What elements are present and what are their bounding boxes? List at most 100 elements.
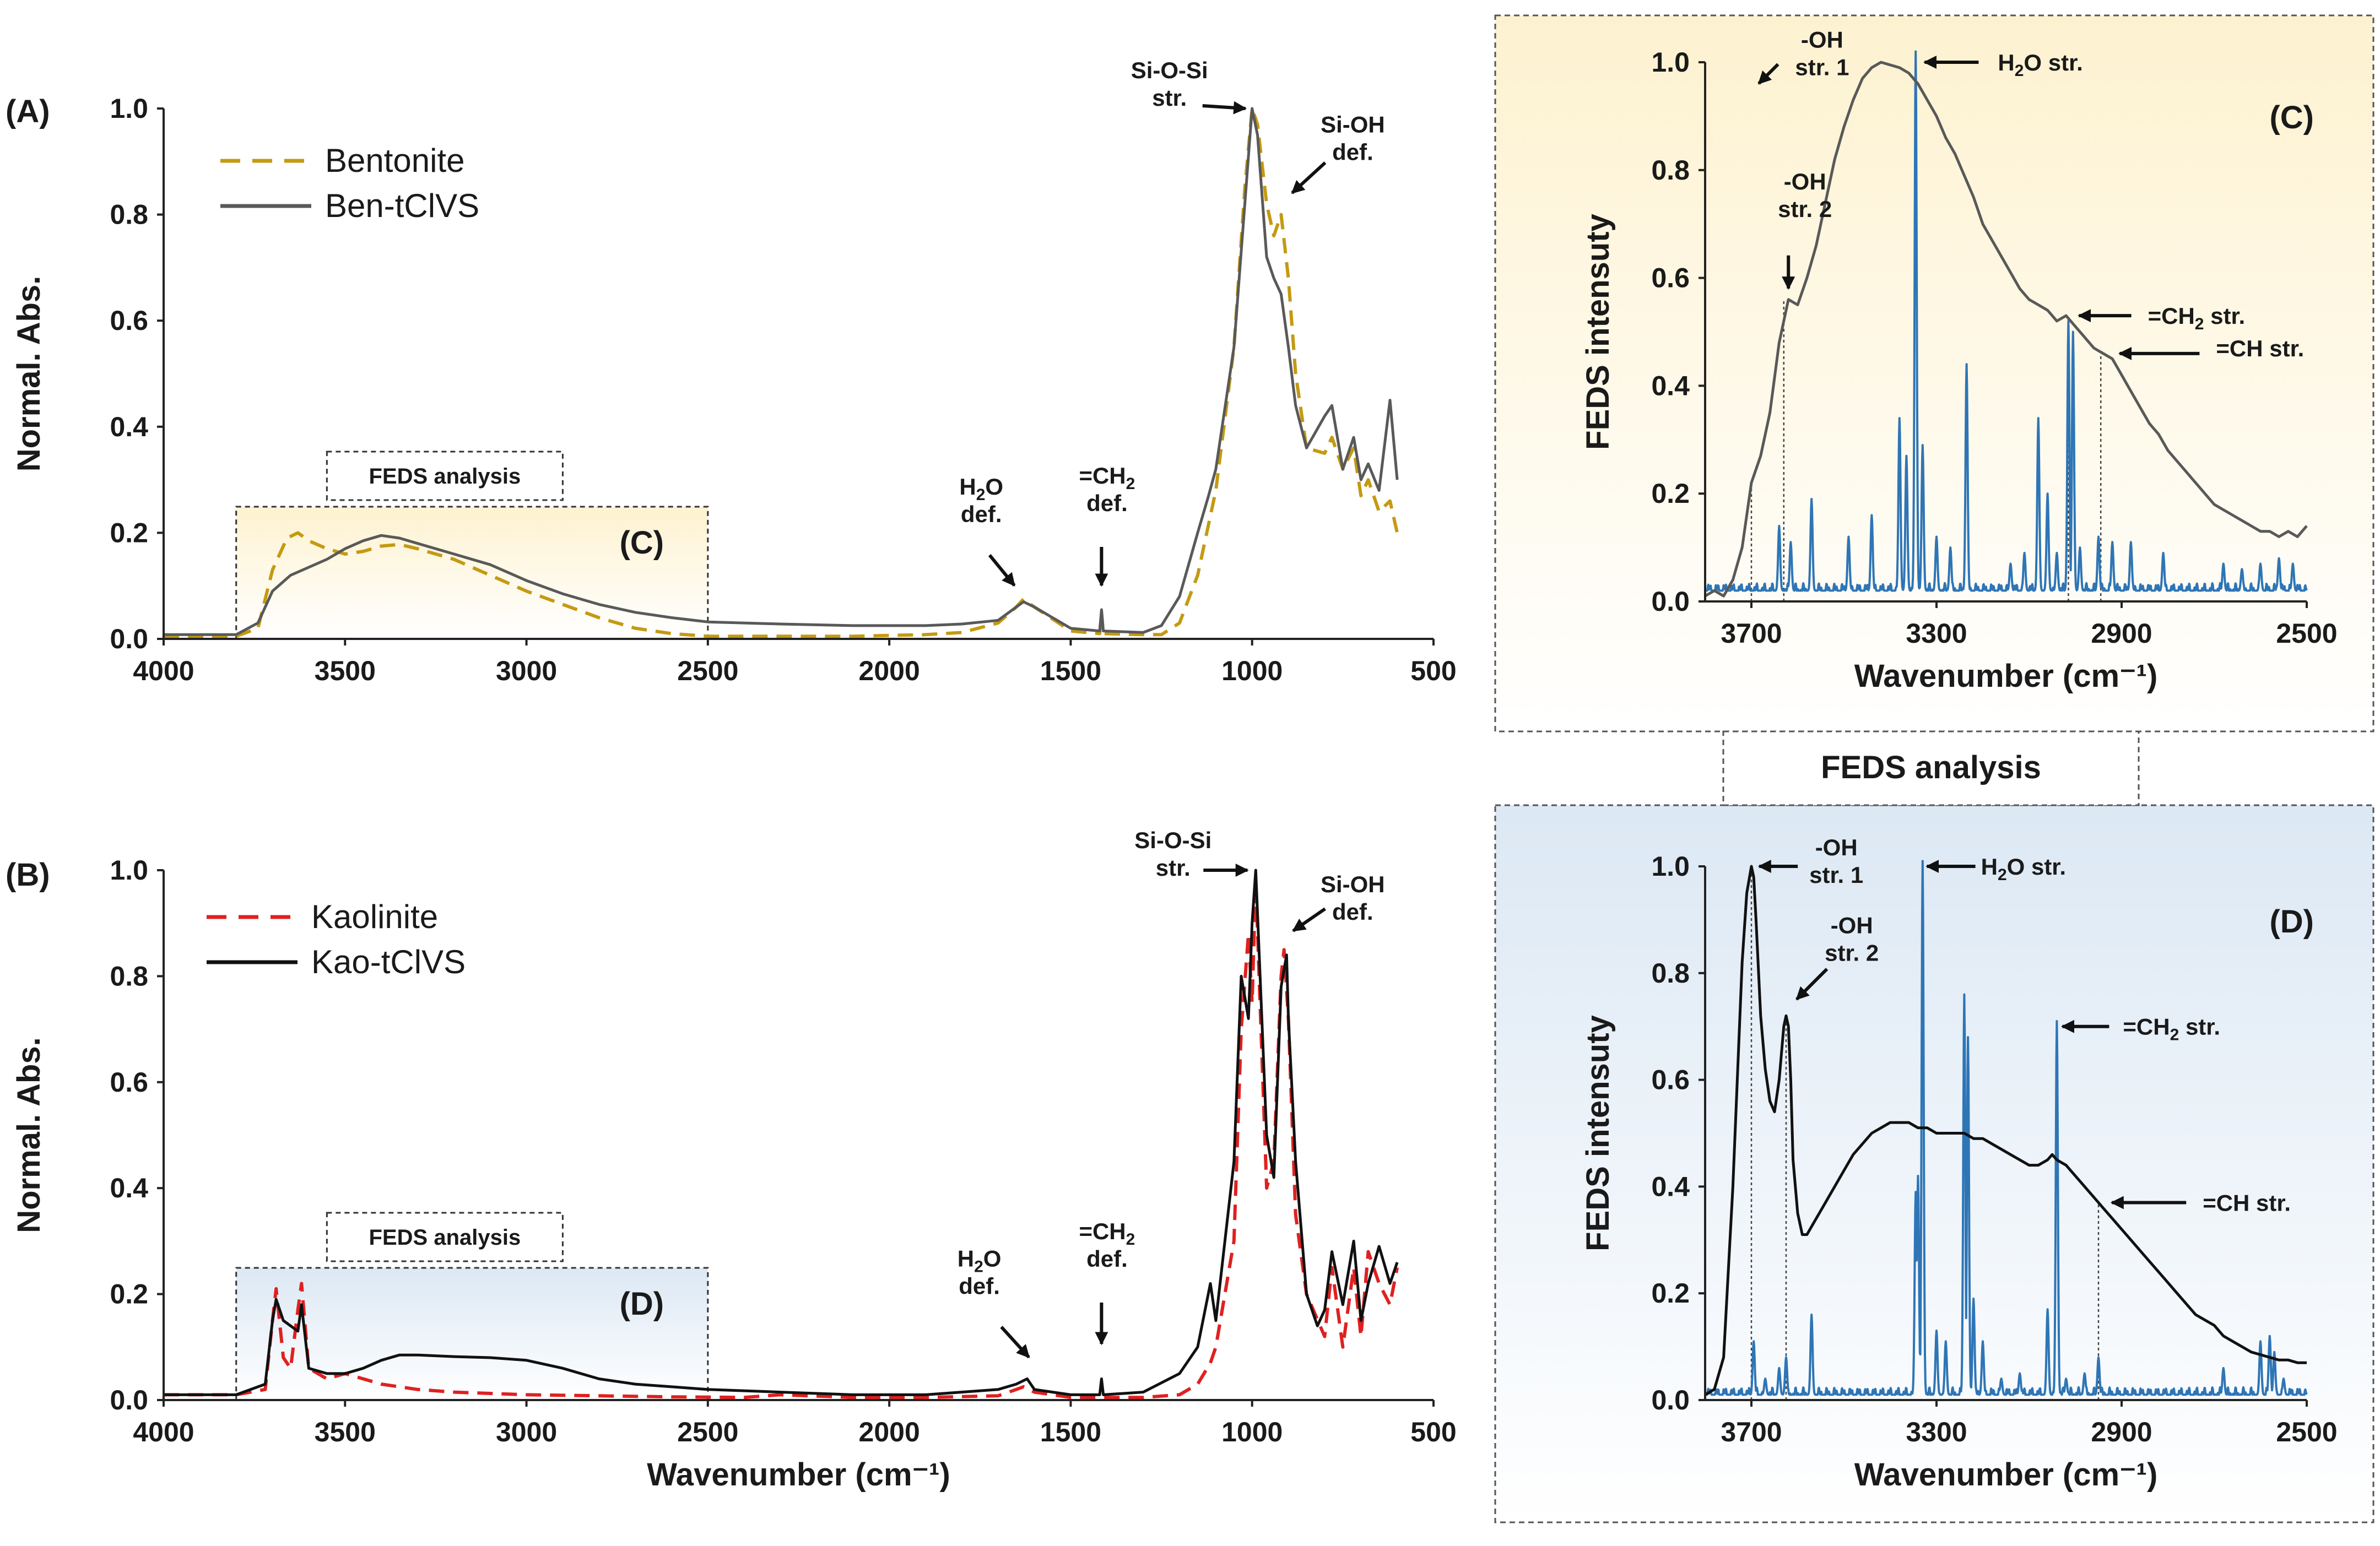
text-run: str. [1152, 85, 1187, 111]
x-tick-label: 2000 [859, 1417, 920, 1447]
panel-label-c: (C) [2269, 100, 2314, 135]
annotation-label: H2O str. [1981, 854, 2066, 884]
legend-b: Kaolinite Kao-tClVS [207, 898, 466, 980]
y-tick-label: 0.4 [110, 1173, 148, 1203]
text-run: str. 2 [1825, 940, 1879, 965]
inset-label-b: (D) [620, 1286, 664, 1322]
subscript: 2 [1998, 866, 2007, 884]
x-tick-label: 2500 [677, 655, 738, 686]
annotation-label: str. [1156, 855, 1191, 881]
annotation-label: str. 1 [1809, 862, 1863, 888]
x-tick-label: 3000 [496, 655, 557, 686]
charts-layer: 4000 3500 3000 2500 2000 1500 1000 5000.00.20.4… [6, 27, 2338, 1493]
y-tick-label: 1.0 [110, 855, 148, 886]
y-axis-title: FEDS intensuty [1580, 214, 1616, 450]
y-tick-label: 0.6 [1651, 263, 1690, 294]
legend-label: Ben-tClVS [325, 187, 479, 224]
subscript: 2 [2195, 315, 2204, 333]
annotation-label: =CH2 [1079, 463, 1135, 493]
text-run: str. [2042, 50, 2083, 75]
y-tick-label: 0.0 [110, 1385, 148, 1415]
x-tick-label: 3300 [1906, 1417, 1967, 1447]
y-tick-label: 1.0 [110, 93, 148, 124]
text-run: H [958, 1245, 974, 1271]
text-run: =CH str. [2216, 335, 2304, 361]
text-run: Si-OH [1321, 111, 1385, 137]
annotation-label: def. [1086, 490, 1128, 516]
annotation-arrow [1291, 161, 1327, 194]
axes-b: 4000 3500 3000 2500 2000 1500 1000 500 0.0 0.2 0.4… [6, 855, 1457, 1493]
annotation-label: def. [1332, 139, 1373, 165]
y-tick-label: 0.0 [1651, 586, 1690, 617]
inset-label-a: (C) [620, 525, 664, 561]
text-run: str. [1156, 855, 1191, 881]
axes-d: 3700 3300 2900 2500 0.0 0.2 0.4 0.6 0.8 1.0 FEDS i… [1580, 851, 2338, 1493]
annotation-label: =CH str. [2216, 335, 2304, 361]
annotation-arrow [1757, 63, 1779, 85]
y-tick-label: 0.2 [110, 517, 148, 548]
y-tick-label: 1.0 [1651, 47, 1690, 78]
text-run: =CH [2148, 303, 2195, 329]
text-run: str. [2179, 1014, 2220, 1040]
series-line-kao-tclvs [1704, 865, 2307, 1396]
annotation-label: def. [1086, 1246, 1128, 1272]
subscript: 2 [974, 1257, 983, 1276]
text-run: O [2024, 50, 2042, 75]
x-tick-label: 3700 [1721, 618, 1782, 649]
text-run: Si-O-Si [1131, 57, 1208, 83]
text-run: str. 1 [1809, 862, 1863, 888]
annotation-label: Si-OH [1321, 871, 1385, 897]
annotation-label: -OH [1815, 834, 1858, 860]
text-run: H [959, 474, 976, 500]
panel-label-a: (A) [6, 94, 50, 129]
legend-a: Bentonite Ben-tClVS [220, 142, 479, 224]
annotation-label: def. [961, 501, 1002, 527]
subscript: 2 [1126, 475, 1135, 493]
panel-c-plot-area [1697, 55, 2314, 606]
y-tick-label: 0.4 [1651, 370, 1690, 401]
legend-label: Bentonite [325, 142, 465, 179]
x-tick-label: 2500 [677, 1417, 738, 1447]
feds-analysis-title: FEDS analysis [1821, 750, 2041, 785]
y-tick-label: 0.4 [1651, 1171, 1690, 1202]
legend-label: Kao-tClVS [311, 943, 466, 980]
annotation-label: Si-O-Si [1131, 57, 1208, 83]
series-line-ben-tclvs [1704, 61, 2308, 598]
annotation-arrow [1292, 907, 1326, 932]
annotation-label: -OH [1801, 27, 1843, 53]
series-line-feds [1704, 50, 2308, 592]
text-run: str. 1 [1795, 55, 1849, 80]
x-tick-label: 2900 [2091, 618, 2152, 649]
y-tick-label: 0.4 [110, 411, 148, 442]
text-run: def. [961, 501, 1002, 527]
annotation-arrow [988, 554, 1016, 587]
feds-label-a: FEDS analysis [369, 464, 521, 489]
y-axis-title: FEDS intensuty [1580, 1015, 1616, 1251]
text-run: H [1998, 50, 2014, 75]
x-tick-label: 3700 [1721, 1417, 1782, 1447]
text-run: -OH [1801, 27, 1843, 53]
x-tick-label: 500 [1410, 1417, 1456, 1447]
annotation-label: str. 2 [1825, 940, 1879, 965]
text-run: str. 2 [1778, 196, 1832, 222]
annotation-label: =CH2 [1079, 1218, 1135, 1249]
text-run: O [2007, 854, 2025, 880]
y-tick-label: 0.8 [110, 199, 148, 230]
text-run: str. [2025, 854, 2066, 880]
text-run: O [983, 1245, 1002, 1271]
text-run: def. [1332, 139, 1373, 165]
x-tick-label: 500 [1410, 655, 1456, 686]
feds-label-box-b [326, 1212, 564, 1262]
series-line-kao-tclvs [164, 869, 1399, 1396]
annotation-label: =CH2 str. [2148, 303, 2246, 333]
text-run: =CH str. [2203, 1190, 2291, 1216]
x-tick-label: 2500 [2276, 1417, 2337, 1447]
y-axis-title: Normal. Abs. [11, 276, 47, 472]
text-run: =CH [1079, 463, 1126, 489]
subscript: 2 [976, 486, 986, 504]
text-run: def. [1332, 899, 1373, 925]
x-tick-label: 3000 [496, 1417, 557, 1447]
